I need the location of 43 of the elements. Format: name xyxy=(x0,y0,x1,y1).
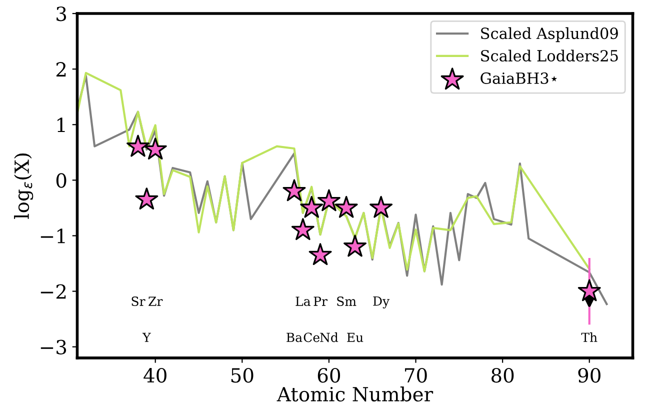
x-tick-label: 60 xyxy=(318,368,340,383)
point xyxy=(300,196,324,218)
x-tick-label: 50 xyxy=(231,368,254,383)
point xyxy=(344,234,366,257)
y-tick-label: 3 xyxy=(56,6,66,22)
x-axis-title: Atomic Number xyxy=(276,386,434,402)
point xyxy=(291,218,314,240)
annotation: Ce xyxy=(304,332,320,342)
point xyxy=(317,189,340,212)
point xyxy=(144,138,167,160)
annotation: Sm xyxy=(337,296,356,306)
point xyxy=(135,188,158,210)
y-tick-label: −2 xyxy=(40,284,66,299)
annotation: Nd xyxy=(320,332,338,342)
annotation: Zr xyxy=(148,296,163,306)
y-tick-label: −3 xyxy=(40,340,66,354)
annotation: Y xyxy=(142,332,151,342)
x-tick-label: 70 xyxy=(405,368,427,383)
point xyxy=(308,243,332,266)
legend-label: GaiaBH3⋆ xyxy=(480,72,558,84)
annotation: La xyxy=(296,296,310,306)
legend-label: Scaled Asplund09 xyxy=(481,27,618,42)
point xyxy=(370,196,393,218)
point xyxy=(578,279,601,302)
annotation: Sr xyxy=(132,296,146,306)
line-series xyxy=(77,72,590,272)
x-tick-label: 40 xyxy=(144,368,166,383)
annotation: Eu xyxy=(347,332,364,342)
annotation: Pr xyxy=(314,296,328,306)
point xyxy=(282,179,306,202)
annotation: Dy xyxy=(373,296,390,308)
y-tick-label: 0 xyxy=(56,173,66,188)
annotation: Th xyxy=(581,332,598,342)
x-tick-label: 80 xyxy=(492,368,514,383)
x-tick-label: 90 xyxy=(578,368,600,383)
annotation: Ba xyxy=(286,332,302,342)
point xyxy=(126,134,150,157)
y-tick-label: 1 xyxy=(58,118,65,132)
y-axis-title: log$_{ε}$(X) xyxy=(14,154,34,219)
y-tick-label: 2 xyxy=(56,62,66,76)
y-tick-label: −1 xyxy=(40,228,65,244)
legend-label: Scaled Lodders25 xyxy=(481,50,618,62)
point xyxy=(334,196,358,218)
